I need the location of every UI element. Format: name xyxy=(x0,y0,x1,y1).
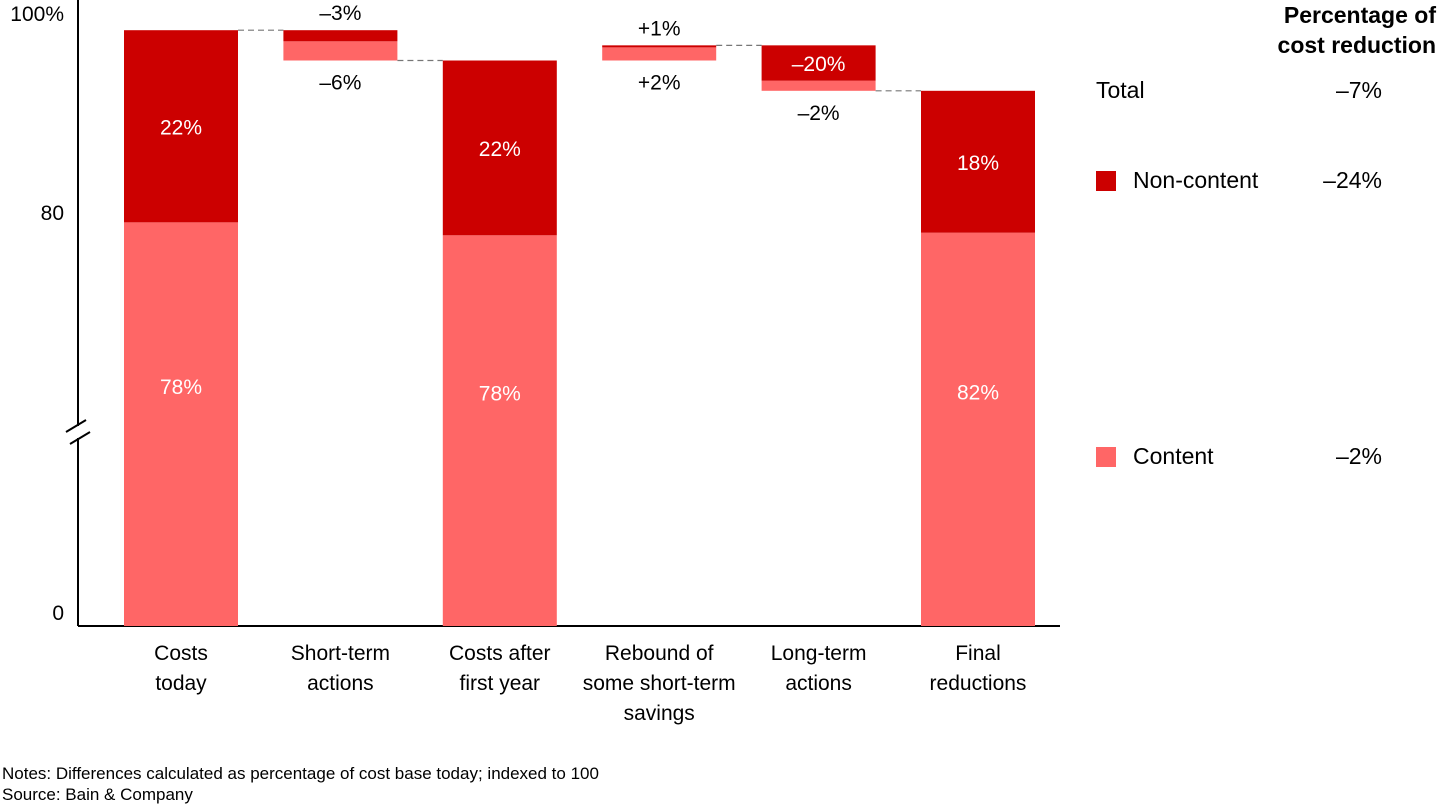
delta-label-above: –3% xyxy=(319,2,361,25)
content-bar-segment xyxy=(442,235,557,626)
x-category-label: actions xyxy=(785,672,852,695)
bar-value-label: 78% xyxy=(479,383,521,406)
legend-total-value: –7% xyxy=(1335,77,1382,103)
bar-value-label: 22% xyxy=(160,116,202,139)
legend-non-content-label: Non-content xyxy=(1133,167,1259,193)
x-category-label: Final xyxy=(955,642,1001,665)
legend-title: Percentage of cost reduction xyxy=(1278,0,1436,60)
content-bar-segment xyxy=(921,232,1035,626)
legend-row-content: Content –2% xyxy=(1096,443,1386,473)
y-tick-label: 0 xyxy=(52,602,64,625)
x-category-label: Long-term xyxy=(771,642,867,665)
legend-title-line-1: Percentage of xyxy=(1283,2,1436,28)
content-bar-segment xyxy=(283,41,398,61)
non-content-bar-segment xyxy=(124,30,238,223)
axis-break-mark xyxy=(69,431,91,445)
delta-label-above: +1% xyxy=(638,17,681,40)
legend-row-total: Total –7% xyxy=(1096,77,1386,107)
chart-source: Source: Bain & Company xyxy=(2,785,193,804)
x-category-label: today xyxy=(155,672,207,695)
x-category-label: savings xyxy=(624,702,695,725)
axis-break-gap xyxy=(66,426,90,438)
delta-label-below: –6% xyxy=(319,72,361,95)
x-category-label: reductions xyxy=(930,672,1027,695)
x-category-label: first year xyxy=(460,672,541,695)
non-content-bar-segment xyxy=(921,90,1035,233)
non-content-bar-segment xyxy=(442,60,557,236)
bar-value-label: 78% xyxy=(160,376,202,399)
legend-non-content-value: –24% xyxy=(1323,167,1382,193)
bar-value-label: –20% xyxy=(792,53,846,76)
x-category-label: Short-term xyxy=(291,642,390,665)
axis-break-mark xyxy=(65,419,87,433)
x-category-label: Costs after xyxy=(449,642,551,665)
bar-value-label: 22% xyxy=(479,138,521,161)
y-tick-label: 100% xyxy=(10,3,64,26)
x-category-label: Costs xyxy=(154,642,208,665)
content-swatch xyxy=(1096,447,1116,467)
non-content-bar-segment xyxy=(283,30,398,42)
content-bar-segment xyxy=(602,47,717,61)
legend-content-label: Content xyxy=(1133,443,1214,469)
non-content-bar-segment xyxy=(761,45,876,81)
chart-notes: Notes: Differences calculated as percent… xyxy=(2,764,599,783)
x-category-label: Rebound of xyxy=(605,642,714,665)
legend-total-label: Total xyxy=(1096,77,1145,103)
non-content-bar-segment xyxy=(602,45,717,48)
x-category-label: some short-term xyxy=(583,672,736,695)
legend-row-non-content: Non-content –24% xyxy=(1096,167,1386,197)
content-bar-segment xyxy=(761,80,876,91)
non-content-swatch xyxy=(1096,171,1116,191)
legend-title-line-2: cost reduction xyxy=(1277,32,1436,58)
delta-label-below: –2% xyxy=(798,102,840,125)
x-category-label: actions xyxy=(307,672,374,695)
bar-value-label: 18% xyxy=(957,152,999,175)
legend-content-value: –2% xyxy=(1335,443,1382,469)
content-bar-segment xyxy=(124,222,238,626)
bar-value-label: 82% xyxy=(957,381,999,404)
delta-label-below: +2% xyxy=(638,72,681,95)
y-tick-label: 80 xyxy=(41,202,64,225)
